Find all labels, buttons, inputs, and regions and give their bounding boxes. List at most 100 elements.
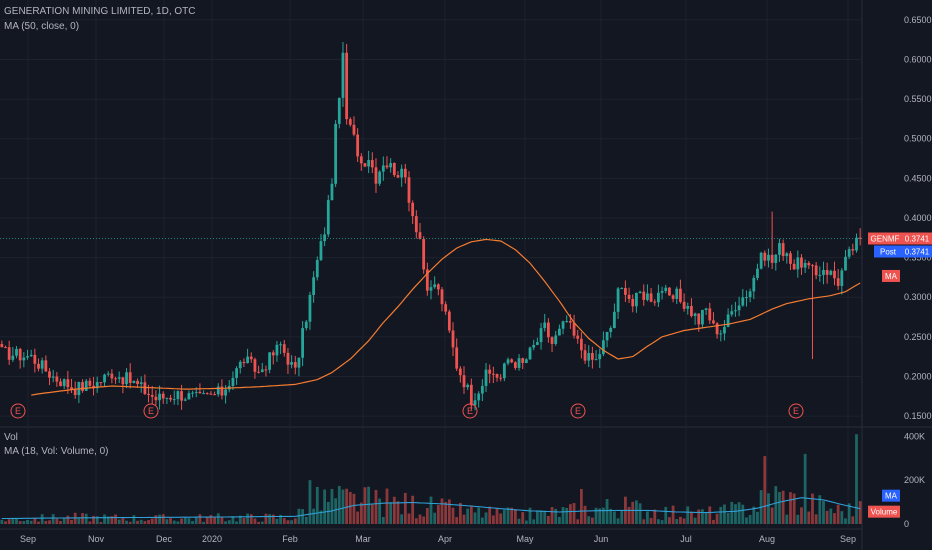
candle-body bbox=[679, 288, 682, 302]
price-axis-tick-label: 0.3500 bbox=[904, 253, 932, 263]
candle-body bbox=[4, 347, 7, 349]
candle-body bbox=[7, 347, 11, 360]
volume-bar bbox=[480, 517, 484, 524]
candle-body bbox=[231, 377, 235, 386]
earnings-marker-icon[interactable] bbox=[570, 403, 586, 419]
candle-body bbox=[202, 393, 205, 395]
volume-bar bbox=[55, 518, 59, 524]
volume-bar bbox=[172, 520, 176, 524]
volume-bar bbox=[59, 520, 62, 524]
candle-body bbox=[568, 321, 572, 323]
volume-bar bbox=[389, 502, 393, 524]
volume-ma-indicator-title[interactable]: MA (18, Vol: Volume, 0) bbox=[4, 446, 109, 457]
volume-bar bbox=[433, 512, 437, 524]
candle-body bbox=[609, 328, 613, 332]
candle-body bbox=[858, 237, 862, 239]
candle-body bbox=[719, 333, 723, 335]
ma-indicator-title[interactable]: MA (50, close, 0) bbox=[4, 21, 80, 32]
candle-body bbox=[158, 393, 161, 401]
time-axis-tick-label: Jun bbox=[594, 534, 609, 544]
candle-body bbox=[657, 292, 660, 303]
candle-body bbox=[811, 265, 814, 267]
volume-bar bbox=[414, 518, 418, 524]
volume-bar bbox=[587, 516, 591, 524]
candle-body bbox=[455, 347, 459, 369]
post-price-badge-bg bbox=[902, 245, 932, 258]
candle-body bbox=[532, 344, 536, 348]
volume-bar bbox=[205, 516, 209, 524]
volume-bar bbox=[202, 521, 205, 524]
candle-body bbox=[84, 380, 88, 391]
candle-body bbox=[187, 393, 191, 400]
candle-body bbox=[385, 165, 389, 168]
volume-bar bbox=[568, 504, 572, 524]
candle-body bbox=[469, 384, 473, 406]
volume-ma-badge-bg bbox=[882, 489, 900, 502]
volume-bar bbox=[319, 510, 323, 524]
volume-bar bbox=[818, 495, 822, 524]
candle-body bbox=[128, 372, 132, 384]
candle-body bbox=[132, 380, 136, 384]
candle-body bbox=[209, 393, 213, 395]
candle-body bbox=[528, 347, 532, 360]
candle-body bbox=[224, 389, 227, 396]
volume-bar bbox=[708, 506, 712, 524]
volume-bar bbox=[356, 511, 360, 524]
volume-bar bbox=[407, 513, 411, 524]
volume-bar bbox=[84, 513, 88, 524]
volume-bar bbox=[70, 519, 73, 524]
candle-body bbox=[524, 359, 528, 363]
volume-bar bbox=[499, 513, 503, 524]
earnings-marker-icon[interactable] bbox=[462, 403, 478, 419]
candle-body bbox=[125, 372, 128, 385]
candle-body bbox=[257, 371, 260, 373]
candle-body bbox=[572, 322, 576, 336]
volume-bar bbox=[352, 493, 356, 524]
candle-body bbox=[759, 252, 763, 269]
candle-body bbox=[825, 270, 829, 275]
earnings-marker-icon[interactable] bbox=[10, 403, 26, 419]
candle-body bbox=[591, 352, 594, 360]
volume-bar bbox=[92, 515, 95, 524]
volume-bar bbox=[106, 516, 110, 524]
candle-body bbox=[290, 362, 294, 365]
candle-body bbox=[55, 376, 59, 382]
volume-bar bbox=[557, 516, 561, 524]
candle-body bbox=[627, 294, 631, 300]
volume-bar bbox=[528, 507, 532, 524]
earnings-marker-icon[interactable] bbox=[788, 403, 804, 419]
candle-body bbox=[642, 291, 646, 300]
volume-bar bbox=[554, 508, 558, 524]
volume-bar bbox=[521, 512, 525, 524]
candle-body bbox=[136, 380, 139, 385]
candle-body bbox=[851, 249, 855, 251]
volume-bar bbox=[392, 496, 396, 524]
volume-bar bbox=[48, 520, 51, 524]
candle-body bbox=[315, 259, 319, 278]
volume-bar bbox=[367, 486, 371, 524]
volume-bar bbox=[136, 520, 139, 524]
volume-bar bbox=[814, 514, 818, 524]
price-axis-tick-label: 0.4500 bbox=[904, 173, 932, 183]
volume-bar bbox=[642, 519, 646, 524]
volume-bar bbox=[737, 502, 741, 524]
candle-body bbox=[198, 391, 202, 394]
volume-bar bbox=[631, 501, 635, 524]
candle-body bbox=[767, 254, 770, 261]
volume-bar bbox=[385, 488, 389, 524]
earnings-marker-label: E bbox=[148, 406, 154, 416]
volume-bar bbox=[95, 516, 99, 524]
candle-body bbox=[51, 376, 55, 378]
candle-body bbox=[374, 167, 378, 184]
volume-bar bbox=[180, 518, 183, 524]
candle-body bbox=[216, 386, 220, 395]
candle-body bbox=[95, 382, 99, 389]
earnings-marker-icon[interactable] bbox=[143, 403, 159, 419]
candle-body bbox=[381, 165, 385, 172]
candle-body bbox=[352, 124, 356, 135]
volume-bar bbox=[671, 505, 675, 524]
price-axis-tick-label: 0.2000 bbox=[904, 371, 932, 381]
volume-bar bbox=[154, 515, 158, 524]
volume-bar bbox=[128, 521, 132, 524]
